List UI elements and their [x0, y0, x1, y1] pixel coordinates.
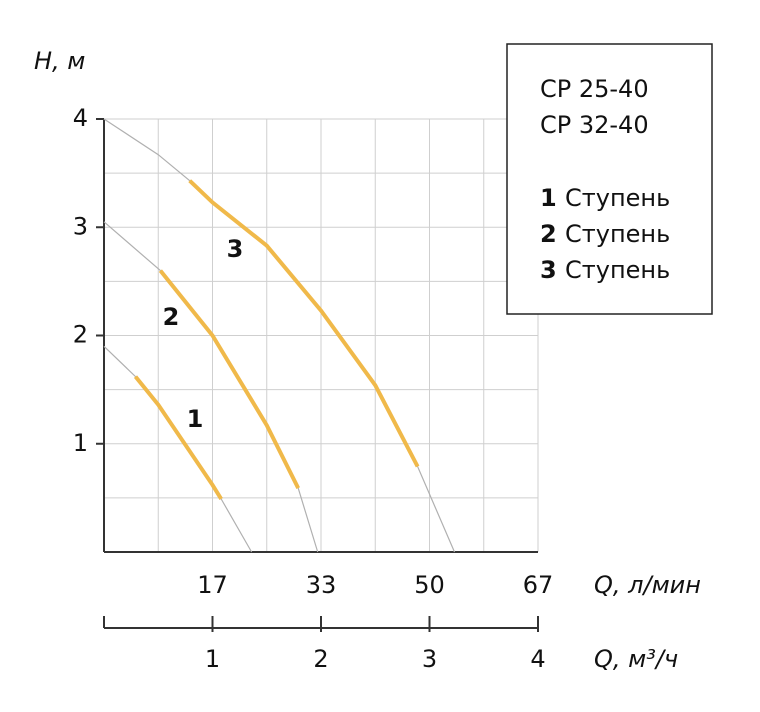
pump-curve [103, 345, 253, 553]
y-axis-label: H, м [34, 47, 85, 75]
model-name: CP 25-40 [540, 75, 649, 103]
x2-tick-label: 67 [523, 571, 554, 599]
y-tick-label: 2 [73, 321, 88, 349]
x2-tick-label: 17 [197, 571, 228, 599]
y-tick-label: 4 [73, 104, 88, 132]
x2-axis-label: Q, л/мин [594, 571, 701, 599]
legend-box [506, 43, 713, 315]
legend-number: 3 [540, 256, 557, 284]
curve-label: 2 [163, 303, 180, 331]
x2-tick-label: 33 [306, 571, 337, 599]
legend-label: Ступень [565, 256, 670, 284]
y-tick-label: 1 [73, 429, 88, 457]
working-range [188, 179, 420, 468]
x-tick-label: 4 [530, 645, 545, 673]
y-tick-label: 3 [73, 212, 88, 240]
working-range [158, 269, 300, 489]
x-tick-label: 1 [205, 645, 220, 673]
x-axis-label: Q, м³/ч [594, 645, 678, 673]
model-name: CP 32-40 [540, 111, 649, 139]
legend-label: Ступень [565, 184, 670, 212]
legend-number: 1 [540, 184, 557, 212]
legend-label: Ступень [565, 220, 670, 248]
working-range [133, 375, 223, 501]
x2-tick-label: 50 [414, 571, 445, 599]
curve-label: 1 [187, 405, 204, 433]
x-tick-label: 2 [313, 645, 328, 673]
curve-label: 3 [227, 235, 244, 263]
legend-number: 2 [540, 220, 557, 248]
x-tick-label: 3 [422, 645, 437, 673]
